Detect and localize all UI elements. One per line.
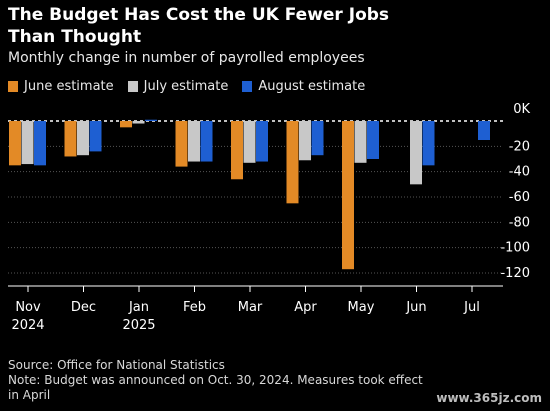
bar-june-estimate: [342, 121, 354, 270]
legend-item-june: June estimate: [8, 79, 114, 94]
x-tick-label: Nov: [15, 300, 41, 315]
bar-august-estimate: [34, 121, 46, 166]
bar-july-estimate: [299, 121, 311, 161]
y-tick-label: -60: [509, 190, 530, 205]
legend-swatch-august: [242, 81, 253, 92]
bar-august-estimate: [256, 121, 268, 162]
y-tick-label: 0K: [513, 102, 530, 117]
legend-label-august: August estimate: [258, 79, 366, 94]
bar-july-estimate: [354, 121, 367, 163]
x-tick-label: Feb: [183, 300, 206, 315]
y-tick-label: -100: [500, 241, 530, 256]
bar-june-estimate: [64, 121, 77, 157]
bar-july-estimate: [21, 121, 34, 165]
bar-july-estimate: [243, 121, 256, 163]
y-tick-label: -80: [509, 215, 530, 230]
chart-title: The Budget Has Cost the UK Fewer Jobs Th…: [8, 5, 390, 47]
legend-item-august: August estimate: [242, 79, 365, 94]
legend-label-june: June estimate: [24, 79, 114, 94]
bar-july-estimate: [410, 121, 422, 185]
bar-august-estimate: [200, 121, 213, 162]
bar-june-estimate: [231, 121, 243, 180]
legend-item-july: July estimate: [127, 79, 229, 94]
x-tick-label: Mar: [238, 300, 263, 315]
legend: June estimate July estimate August estim…: [8, 79, 365, 94]
bar-august-estimate: [367, 121, 379, 159]
bar-august-estimate: [422, 121, 435, 166]
bar-august-estimate: [89, 121, 102, 152]
source-note: Source: Office for National Statistics: [8, 358, 225, 372]
watermark: www.365jz.com: [436, 391, 542, 405]
bar-june-estimate: [175, 121, 188, 167]
methodology-note: Note: Budget was announced on Oct. 30, 2…: [8, 373, 423, 402]
footer: Source: Office for National Statistics N…: [8, 358, 428, 403]
bar-july-estimate: [132, 121, 145, 124]
bar-august-estimate: [145, 119, 157, 121]
x-tick-label: May: [348, 300, 375, 315]
x-tick-label: Apr: [294, 300, 317, 315]
x-tick-label: Jul: [463, 300, 480, 315]
chart-subtitle: Monthly change in number of payrolled em…: [8, 50, 365, 66]
y-tick-label: -20: [509, 139, 530, 154]
bar-june-estimate: [286, 121, 299, 204]
bar-august-estimate: [311, 121, 324, 156]
bar-july-estimate: [77, 121, 89, 156]
bar-june-estimate: [120, 121, 132, 128]
legend-swatch-july: [127, 81, 138, 92]
x-tick-label: Jan: [128, 300, 149, 315]
y-tick-label: -120: [500, 266, 530, 281]
x-tick-label: Jun: [405, 300, 426, 315]
bar-august-estimate: [478, 121, 490, 140]
bar-june-estimate: [9, 121, 21, 166]
x-tick-label: 2024: [11, 318, 44, 333]
x-tick-label: Dec: [71, 300, 96, 315]
bar-chart: 0K -20 -40 -60 -80 -100 -120 Nov 2024 Dec Jan 2025 F…: [8, 102, 530, 333]
bar-july-estimate: [188, 121, 200, 162]
legend-label-july: July estimate: [143, 79, 229, 94]
y-tick-label: -40: [509, 165, 530, 180]
legend-swatch-june: [8, 81, 18, 92]
x-tick-label: 2025: [122, 318, 155, 333]
